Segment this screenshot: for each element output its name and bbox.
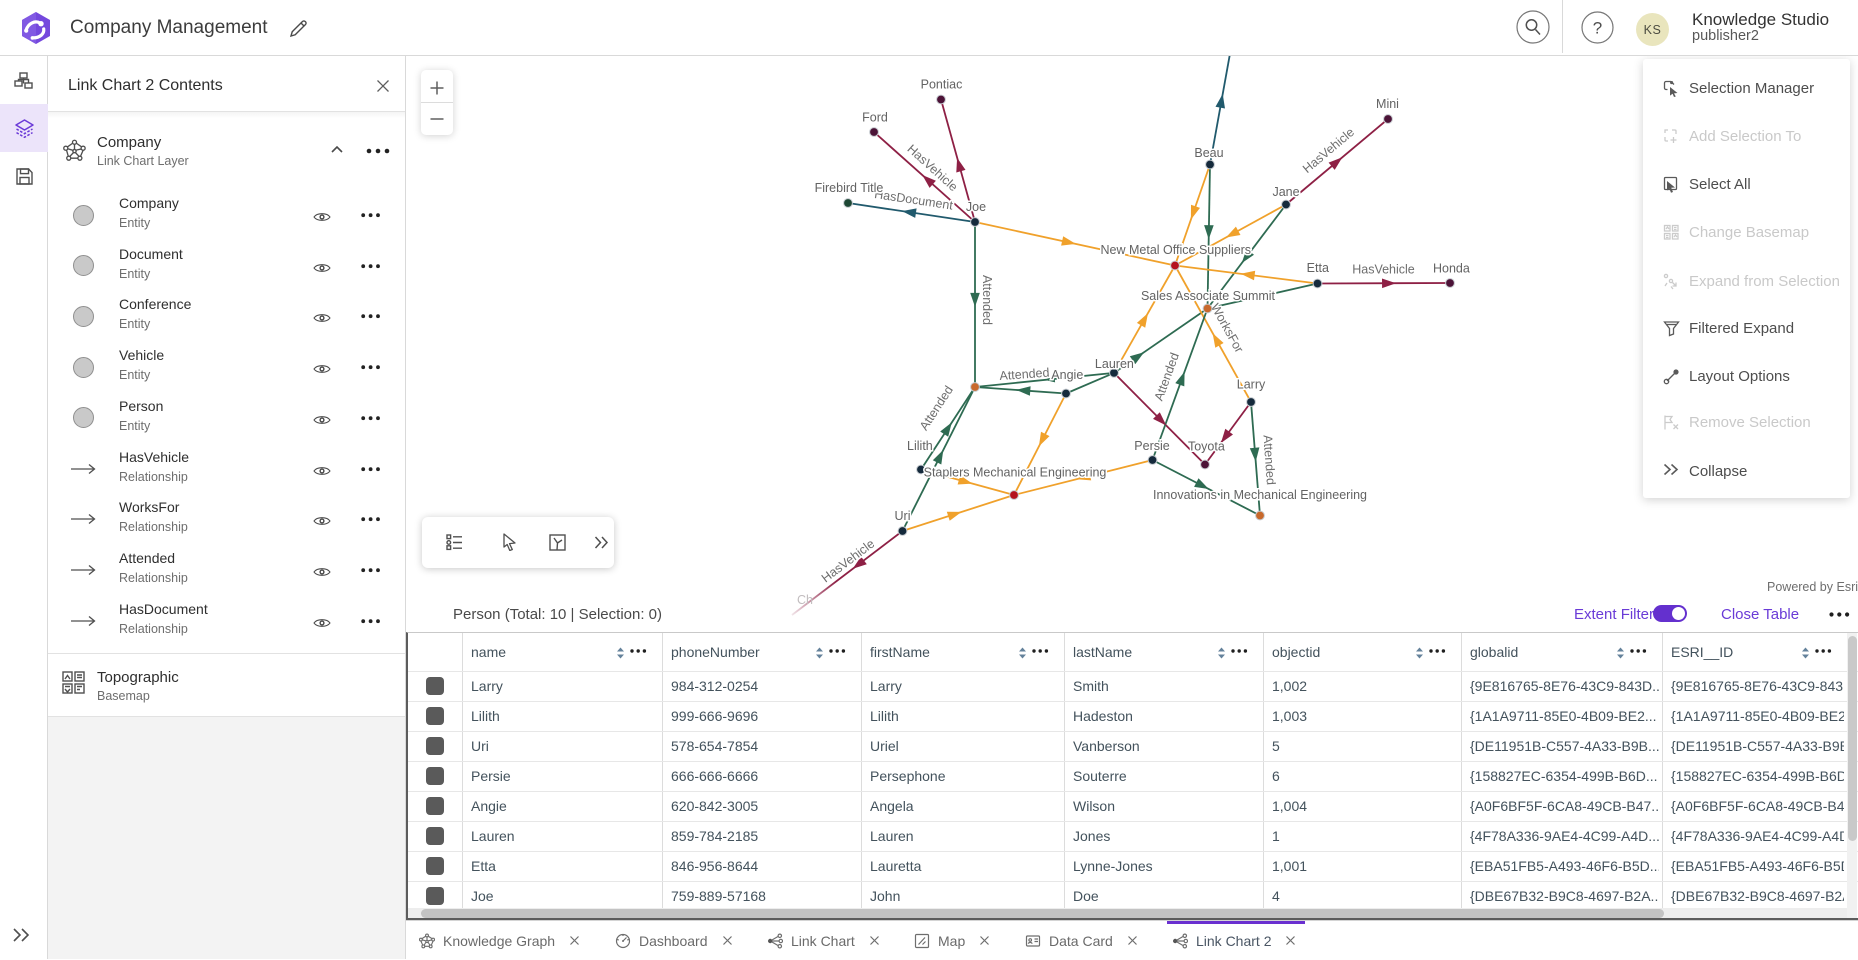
svg-text:Attended: Attended <box>980 275 994 325</box>
svg-text:Sales Associate Summit: Sales Associate Summit <box>1141 289 1276 303</box>
svg-text:Angie: Angie <box>1051 368 1083 382</box>
svg-text:Attended: Attended <box>1152 351 1182 403</box>
svg-text:HasVehicle: HasVehicle <box>819 537 877 586</box>
svg-text:Etta: Etta <box>1307 261 1329 275</box>
svg-text:WorksFor: WorksFor <box>1208 301 1246 355</box>
svg-text:Larry: Larry <box>1237 378 1266 392</box>
svg-text:Mini: Mini <box>1376 97 1399 111</box>
svg-text:Jane: Jane <box>1272 185 1299 199</box>
svg-text:Persie: Persie <box>1134 439 1169 453</box>
svg-text:New Metal Office Suppliers: New Metal Office Suppliers <box>1101 243 1252 257</box>
svg-text:?: ? <box>1593 19 1602 38</box>
svg-text:Ford: Ford <box>862 111 888 125</box>
svg-text:Lilith: Lilith <box>907 439 933 453</box>
svg-text:Firebird Title: Firebird Title <box>815 181 884 195</box>
svg-text:HasVehicle: HasVehicle <box>1352 262 1415 276</box>
svg-text:Innovations in Mechanical Engi: Innovations in Mechanical Engineering <box>1153 488 1367 502</box>
svg-text:Attended: Attended <box>1260 435 1277 486</box>
svg-text:Attended: Attended <box>999 366 1050 383</box>
svg-text:Ch: Ch <box>797 593 813 607</box>
svg-text:Pontiac: Pontiac <box>921 78 963 92</box>
svg-text:Lauren: Lauren <box>1095 357 1134 371</box>
svg-text:HasVehicle: HasVehicle <box>905 142 961 194</box>
svg-text:Honda: Honda <box>1433 262 1470 276</box>
svg-text:Staplers Mechanical Engineerin: Staplers Mechanical Engineering <box>924 466 1107 480</box>
svg-text:Uri: Uri <box>895 509 911 523</box>
svg-text:Joe: Joe <box>966 200 986 214</box>
svg-text:Beau: Beau <box>1194 146 1223 160</box>
svg-text:Toyota: Toyota <box>1188 440 1225 454</box>
